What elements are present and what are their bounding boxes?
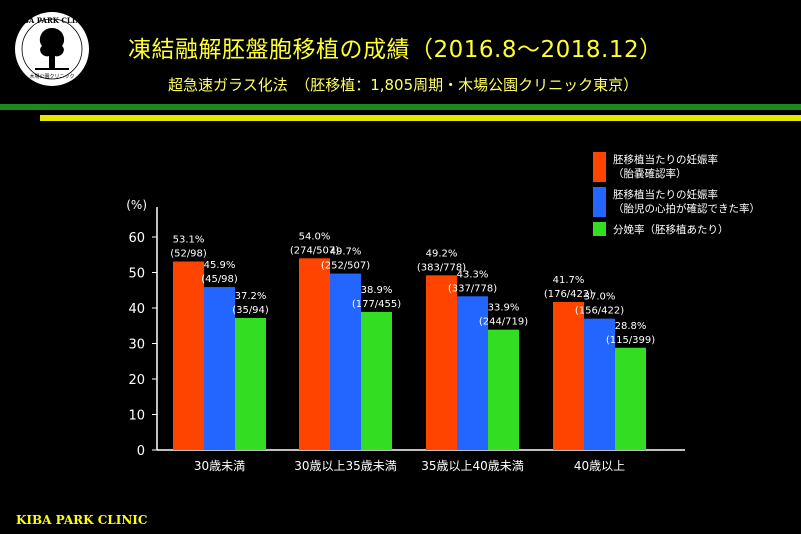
legend-label-1: 胚移植当たりの妊娠率 [613, 153, 718, 166]
bar-series3-3 [615, 347, 646, 450]
bar-count-label: (337/778) [448, 283, 497, 294]
legend-label-3: 分娩率（胚移植あたり） [613, 223, 729, 236]
bar-series1-3 [553, 301, 584, 450]
y-tick-label: 40 [128, 302, 145, 317]
header-divider-yellow [40, 115, 801, 121]
bar-series1-0 [173, 261, 204, 450]
y-axis-label: (%) [126, 198, 147, 212]
y-tick-label: 0 [137, 444, 145, 459]
bar-series2-2 [457, 296, 488, 450]
bar-count-label: (274/507) [290, 245, 339, 256]
y-tick-label: 30 [128, 338, 145, 353]
bar-count-label: (45/98) [201, 274, 238, 285]
bar-series3-2 [488, 329, 519, 450]
bar-value-label: 53.1% [173, 234, 205, 245]
logo-subtext: 木場公園クリニック [29, 73, 74, 80]
x-tick-label: 35歳以上40歳未満 [421, 459, 524, 473]
bar-value-label: 54.0% [299, 231, 331, 242]
bar-value-label: 37.2% [235, 291, 267, 302]
bar-count-label: (383/778) [417, 262, 466, 273]
y-tick-label: 10 [128, 409, 145, 424]
bar-count-label: (176/422) [544, 289, 593, 300]
legend-swatch-1 [593, 152, 606, 182]
footer-brand: KIBA PARK CLINIC [16, 513, 148, 527]
legend-label-2: 胚移植当たりの妊娠率 [613, 188, 718, 201]
legend-label-2: （胎児の心拍が確認できた率） [613, 202, 760, 215]
y-tick-label: 60 [128, 231, 145, 246]
bar-series3-1 [361, 311, 392, 450]
bar-count-label: (115/399) [606, 335, 655, 346]
bar-value-label: 49.2% [426, 248, 458, 259]
bar-value-label: 37.0% [584, 292, 616, 303]
header-divider-green [0, 104, 801, 110]
bar-value-label: 38.9% [361, 285, 393, 296]
x-tick-label: 30歳以上35歳未満 [294, 459, 397, 473]
y-tick-label: 50 [128, 267, 145, 282]
bar-value-label: 45.9% [204, 260, 236, 271]
legend-label-1: （胎嚢確認率） [613, 167, 687, 180]
bar-value-label: 41.7% [553, 275, 585, 286]
bar-count-label: (252/507) [321, 261, 370, 272]
bar-series1-2 [426, 275, 457, 450]
bar-value-label: 33.9% [488, 303, 520, 314]
logo-text: KIBA PARK CLINIC [14, 16, 91, 25]
bar-series2-1 [330, 273, 361, 450]
legend-swatch-3 [593, 222, 606, 236]
bar-count-label: (52/98) [170, 248, 207, 259]
page-subtitle: 超急速ガラス化法 （胚移植：1,805周期・木場公園クリニック東京） [168, 76, 639, 94]
bar-count-label: (35/94) [232, 305, 269, 316]
bar-count-label: (156/422) [575, 306, 624, 317]
legend-swatch-2 [593, 187, 606, 217]
bar-series2-0 [204, 287, 235, 450]
bar-value-label: 43.3% [457, 269, 489, 280]
clinic-logo: KIBA PARK CLINIC 木場公園クリニック [14, 12, 91, 86]
x-tick-label: 30歳未満 [194, 459, 245, 473]
bar-series3-0 [235, 317, 266, 450]
bar-series1-1 [299, 258, 330, 450]
bar-value-label: 49.7% [330, 247, 362, 258]
bar-count-label: (244/719) [479, 317, 528, 328]
x-tick-label: 40歳以上 [574, 459, 625, 473]
page-title: 凍結融解胚盤胞移植の成績（2016.8〜2018.12） [128, 37, 663, 63]
bar-value-label: 28.8% [615, 321, 647, 332]
bar-count-label: (177/455) [352, 299, 401, 310]
bar-series2-3 [584, 318, 615, 450]
y-tick-label: 20 [128, 373, 145, 388]
